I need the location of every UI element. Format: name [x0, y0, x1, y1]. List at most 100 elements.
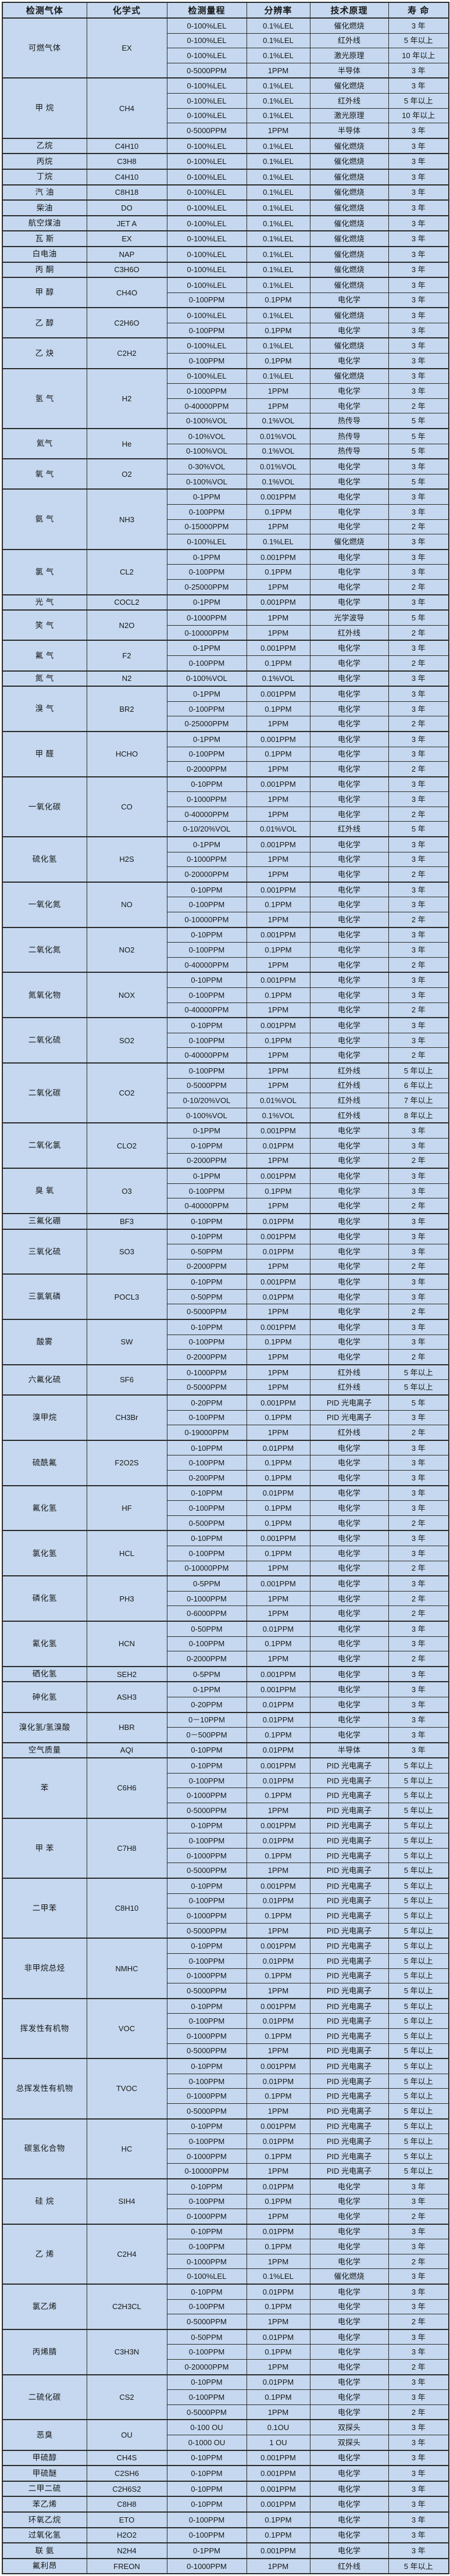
formula-cell: F2O2S [86, 1439, 167, 1486]
resolution-cell: 0.1PPM [246, 2299, 310, 2315]
table-row: 丙 酮 C3H6O 0-100%LEL 0.1%LEL 催化燃烧 3 年 [2, 261, 449, 278]
principle-cell: PID 光电离子 [309, 2073, 389, 2089]
formula-cell: PH3 [86, 1575, 167, 1622]
lifespan-cell: 2 年 [388, 957, 449, 973]
lifespan-cell: 5 年以上 [388, 33, 449, 49]
resolution-cell: 0.001PPM [246, 881, 310, 898]
table-row: 三氧化硫 SO3 0-10PPM 0.001PPM 电化学 3 年 [2, 1228, 449, 1275]
principle-cell: 催化燃烧 [309, 307, 389, 323]
lifespan-cell: 3 年 [388, 1244, 449, 1260]
formula-cell: ETO [86, 2511, 167, 2528]
resolution-cell: 0.001PPM [246, 548, 310, 565]
table-row: 碳氢化合物 HC 0-10PPM 0.001PPM PID 光电离子 5 年以上 [2, 2118, 449, 2179]
principle-cell: PID 光电离子 [309, 1817, 389, 1834]
principle-cell: 催化燃烧 [309, 153, 389, 170]
table-row: 0-25000PPM 1PPM 电化学 2 年 [2, 716, 449, 732]
principle-cell: 催化燃烧 [309, 137, 389, 154]
gas-name-cell: 挥发性有机物 [2, 1997, 87, 2059]
lifespan-cell: 3 年 [388, 1727, 449, 1743]
formula-cell: CH4S [86, 2449, 167, 2466]
table-row: 丙烷 C3H8 0-100%LEL 0.1%LEL 催化燃烧 3 年 [2, 153, 449, 170]
range-cell: 0-10PPM [166, 1485, 247, 1501]
range-cell: 0-2000PPM [166, 1153, 247, 1169]
resolution-cell: 0.001PPM [246, 1757, 310, 1774]
table-body: 可燃气体 EX 0-100%LEL 0.1%LEL 催化燃烧 3 年 0-100%LEL 0.… [2, 17, 449, 2574]
resolution-cell: 0.001PPM [246, 640, 310, 656]
gas-name-cell: 二氧化硫 [2, 1017, 87, 1064]
range-cell: 0-5000PPM [166, 123, 247, 139]
range-cell: 0-1000PPM [166, 1590, 247, 1607]
range-cell: 0-5000PPM [166, 2103, 247, 2120]
lifespan-cell: 3 年 [388, 2239, 449, 2254]
resolution-cell: 0.1%LEL [246, 199, 310, 216]
range-cell: 0-1000PPM [166, 1787, 247, 1804]
resolution-cell: 0.01PPM [246, 2328, 310, 2345]
resolution-cell: 0.01PPM [246, 1772, 310, 1789]
gas-name-cell: 汽 油 [2, 184, 87, 201]
formula-cell: C4H10 [86, 137, 167, 154]
resolution-cell: 1PPM [246, 2359, 310, 2375]
range-cell: 0-5000PPM [166, 1304, 247, 1320]
formula-cell: H2 [86, 368, 167, 429]
principle-cell: 电化学 [309, 1681, 389, 1697]
principle-cell: 电化学 [309, 1122, 389, 1139]
range-cell: 0-10PPM [166, 2178, 247, 2195]
formula-cell: DO [86, 199, 167, 216]
gas-name-cell: 三氯氧磷 [2, 1273, 87, 1320]
resolution-cell: 0.1PPM [246, 1908, 310, 1924]
lifespan-cell: 2 年 [388, 912, 449, 928]
range-cell: 0-100PPM [166, 1062, 247, 1079]
principle-cell: 电化学 [309, 383, 389, 399]
range-cell: 0-100PPM [166, 2193, 247, 2210]
resolution-cell: 0.1%LEL [246, 33, 310, 49]
range-cell: 0-100PPM [166, 1032, 247, 1048]
formula-cell: N2O [86, 609, 167, 641]
formula-cell: H2S [86, 836, 167, 883]
resolution-cell: 0.01PPM [246, 2013, 310, 2029]
formula-cell: C2H4 [86, 2223, 167, 2285]
range-cell: 0-1PPM [166, 1681, 247, 1697]
table-row: 白电油 NAP 0-100%LEL 0.1%LEL 催化燃烧 3 年 [2, 245, 449, 262]
principle-cell: 电化学 [309, 1711, 389, 1728]
lifespan-cell: 3 年 [388, 594, 449, 611]
principle-cell: 催化燃烧 [309, 337, 389, 354]
formula-cell: C3H6O [86, 261, 167, 278]
table-row: 0-1000PPM 1PPM 电化学 2 年 [2, 1590, 449, 1607]
table-row: 0-100PPM 0.1PPM 电化学 3 年 [2, 1636, 449, 1652]
gas-name-cell: 丁烷 [2, 168, 87, 185]
range-cell: 0-100%VOL [166, 1107, 247, 1123]
principle-cell: 电化学 [309, 1500, 389, 1516]
lifespan-cell: 3 年 [388, 2465, 449, 2482]
formula-cell: COCL2 [86, 594, 167, 611]
principle-cell: PID 光电离子 [309, 2118, 389, 2135]
range-cell: 0-1PPM [166, 730, 247, 747]
lifespan-cell: 8 年以上 [388, 1107, 449, 1123]
resolution-cell: 0.001PPM [246, 2465, 310, 2482]
gas-name-cell: 硒化氢 [2, 1665, 87, 1682]
range-cell: 0-100PPM [166, 2133, 247, 2149]
range-cell: 0-100PPM [166, 897, 247, 913]
table-row: 0-1000PPM 0.1PPM PID 光电离子 5 年以上 [2, 1968, 449, 1984]
lifespan-cell: 2 年 [388, 655, 449, 672]
table-row: 0-100PPM 0.01PPM PID 光电离子 5 年以上 [2, 1833, 449, 1849]
table-row: 氯 气 CL2 0-1PPM 0.001PPM 电化学 3 年 [2, 548, 449, 595]
table-row: 0-10PPM 0.01PPM 电化学 3 年 [2, 1137, 449, 1154]
lifespan-cell: 3 年 [388, 184, 449, 201]
principle-cell: 催化燃烧 [309, 245, 389, 262]
range-cell: 0-1000PPM [166, 1847, 247, 1864]
range-cell: 0-2000PPM [166, 1349, 247, 1365]
lifespan-cell: 3 年 [388, 137, 449, 154]
resolution-cell: 0.001PPM [246, 926, 310, 943]
formula-cell: N2 [86, 670, 167, 687]
lifespan-cell: 5 年以上 [388, 2103, 449, 2120]
range-cell: 0-100%LEL [166, 48, 247, 63]
lifespan-cell: 5 年以上 [388, 1062, 449, 1079]
resolution-cell: 0.01PPM [246, 1289, 310, 1305]
resolution-cell: 1PPM [246, 1425, 310, 1441]
table-row: 0-10000PPM 1PPM 红外线 2 年 [2, 625, 449, 641]
gas-name-cell: 二甲苯 [2, 1878, 87, 1939]
principle-cell: 红外线 [309, 821, 389, 837]
resolution-cell: 0.001PPM [246, 686, 310, 702]
table-row: 氧 气 O2 0-30%VOL 0.01%VOL 电化学 3 年 [2, 458, 449, 490]
range-cell: 0-100PPM [166, 1410, 247, 1426]
